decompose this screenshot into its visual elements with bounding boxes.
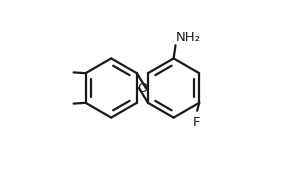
- Text: NH₂: NH₂: [176, 31, 201, 44]
- Text: F: F: [193, 116, 200, 129]
- Text: O: O: [137, 81, 148, 95]
